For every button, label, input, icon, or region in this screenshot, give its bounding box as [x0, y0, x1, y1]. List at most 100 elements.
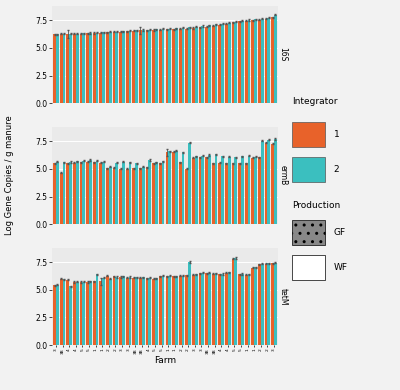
Bar: [166, 29, 168, 103]
Bar: [148, 30, 151, 103]
Bar: [258, 264, 261, 345]
Bar: [218, 25, 221, 103]
Bar: [152, 163, 155, 224]
Bar: [62, 279, 65, 345]
Bar: [132, 278, 135, 345]
Bar: [252, 20, 254, 103]
Bar: [292, 255, 325, 280]
Bar: [122, 31, 125, 103]
Bar: [218, 163, 221, 224]
Bar: [122, 277, 125, 345]
Bar: [198, 273, 201, 345]
Bar: [292, 122, 325, 147]
Bar: [159, 277, 162, 345]
Bar: [132, 168, 135, 224]
Bar: [142, 30, 145, 103]
Bar: [205, 157, 208, 224]
Bar: [106, 168, 109, 224]
Bar: [82, 33, 85, 103]
Bar: [69, 162, 72, 224]
Bar: [248, 156, 250, 224]
Bar: [232, 163, 234, 224]
Text: 16S: 16S: [278, 48, 288, 62]
Bar: [93, 162, 96, 224]
Bar: [102, 32, 105, 103]
Bar: [116, 277, 118, 345]
Bar: [53, 34, 56, 103]
Bar: [234, 258, 237, 345]
Bar: [166, 152, 168, 224]
Bar: [166, 277, 168, 345]
Bar: [205, 27, 208, 103]
Bar: [126, 31, 129, 103]
Bar: [238, 274, 241, 345]
Bar: [188, 27, 191, 103]
Bar: [208, 273, 211, 345]
Bar: [109, 279, 112, 345]
Bar: [205, 273, 208, 345]
Bar: [185, 169, 188, 224]
Bar: [96, 274, 98, 345]
Bar: [175, 276, 178, 345]
Bar: [254, 20, 257, 103]
Bar: [179, 162, 182, 224]
Bar: [179, 29, 182, 103]
Bar: [135, 163, 138, 224]
Bar: [86, 282, 89, 345]
Text: 2: 2: [334, 165, 339, 174]
Bar: [198, 157, 201, 224]
Bar: [218, 274, 221, 345]
Bar: [221, 156, 224, 224]
Bar: [172, 277, 175, 345]
Bar: [172, 152, 175, 224]
Bar: [53, 163, 56, 224]
Bar: [195, 275, 198, 345]
Text: GF: GF: [334, 228, 346, 237]
Bar: [135, 277, 138, 345]
Bar: [100, 163, 102, 224]
Bar: [69, 286, 72, 345]
Bar: [60, 279, 62, 345]
Bar: [86, 33, 89, 103]
Bar: [201, 156, 204, 224]
Bar: [172, 29, 175, 103]
Bar: [212, 26, 214, 103]
Bar: [185, 275, 188, 345]
Bar: [66, 163, 69, 224]
Bar: [62, 162, 65, 224]
Bar: [93, 282, 96, 345]
Bar: [53, 285, 56, 345]
Bar: [265, 143, 268, 224]
Bar: [102, 278, 105, 345]
Bar: [214, 273, 217, 345]
Bar: [214, 25, 217, 103]
Bar: [100, 282, 102, 345]
Bar: [228, 272, 230, 345]
Bar: [162, 276, 164, 345]
Text: tetM: tetM: [278, 288, 288, 305]
Bar: [146, 30, 148, 103]
Bar: [232, 23, 234, 103]
Bar: [198, 27, 201, 103]
Bar: [195, 27, 198, 103]
Bar: [274, 263, 277, 345]
Bar: [168, 276, 171, 345]
Bar: [69, 34, 72, 103]
Bar: [146, 278, 148, 345]
Bar: [86, 161, 89, 224]
Bar: [56, 285, 59, 345]
Bar: [129, 31, 132, 103]
Bar: [185, 28, 188, 103]
Bar: [80, 162, 82, 224]
Bar: [214, 154, 217, 224]
Bar: [201, 273, 204, 345]
Bar: [80, 34, 82, 103]
Text: Production: Production: [292, 201, 340, 210]
Bar: [188, 262, 191, 345]
Bar: [159, 30, 162, 103]
Bar: [76, 161, 78, 224]
Bar: [62, 34, 65, 103]
Bar: [221, 274, 224, 345]
Bar: [109, 32, 112, 103]
Bar: [238, 21, 241, 103]
